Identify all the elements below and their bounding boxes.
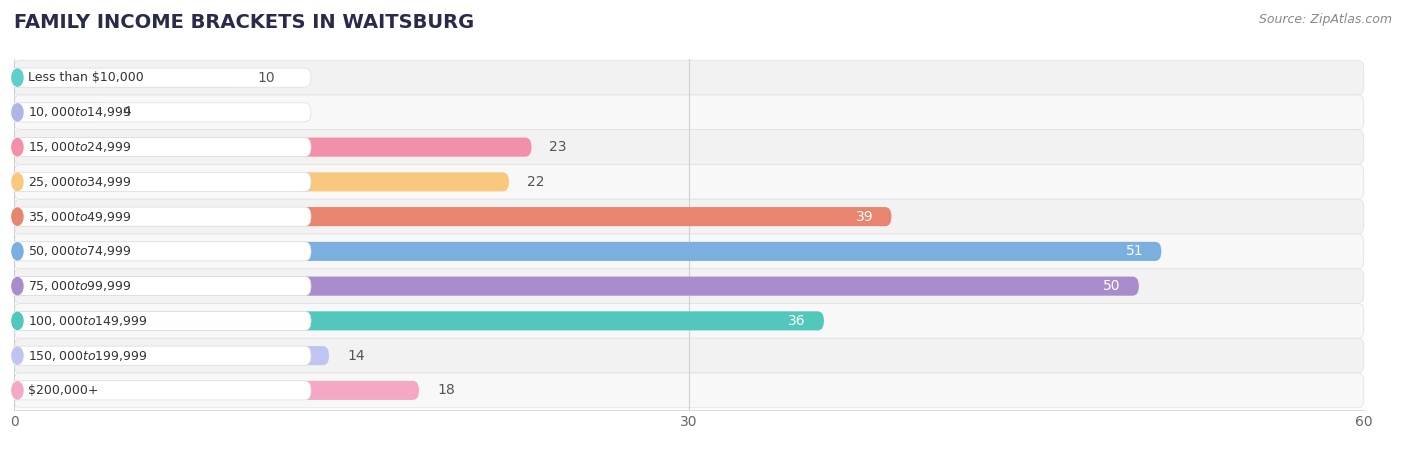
- Text: 22: 22: [527, 175, 544, 189]
- FancyBboxPatch shape: [14, 130, 1364, 165]
- FancyBboxPatch shape: [7, 68, 311, 87]
- FancyBboxPatch shape: [14, 172, 509, 191]
- Circle shape: [11, 243, 22, 260]
- FancyBboxPatch shape: [14, 95, 1364, 130]
- Text: 18: 18: [437, 383, 454, 397]
- FancyBboxPatch shape: [7, 207, 311, 226]
- Circle shape: [11, 382, 22, 399]
- Text: $75,000 to $99,999: $75,000 to $99,999: [28, 279, 131, 293]
- Text: 51: 51: [1126, 244, 1143, 258]
- FancyBboxPatch shape: [14, 103, 104, 122]
- FancyBboxPatch shape: [14, 199, 1364, 234]
- FancyBboxPatch shape: [7, 172, 311, 191]
- Text: $150,000 to $199,999: $150,000 to $199,999: [28, 349, 148, 363]
- FancyBboxPatch shape: [14, 207, 891, 226]
- Text: $25,000 to $34,999: $25,000 to $34,999: [28, 175, 131, 189]
- Text: $35,000 to $49,999: $35,000 to $49,999: [28, 210, 131, 224]
- FancyBboxPatch shape: [14, 381, 419, 400]
- FancyBboxPatch shape: [14, 242, 1161, 261]
- FancyBboxPatch shape: [14, 68, 239, 87]
- FancyBboxPatch shape: [7, 346, 311, 365]
- FancyBboxPatch shape: [7, 242, 311, 261]
- Text: 14: 14: [347, 349, 364, 363]
- Circle shape: [11, 104, 22, 121]
- FancyBboxPatch shape: [14, 338, 1364, 373]
- FancyBboxPatch shape: [14, 269, 1364, 303]
- Circle shape: [11, 312, 22, 329]
- Text: 23: 23: [550, 140, 567, 154]
- FancyBboxPatch shape: [14, 60, 1364, 95]
- FancyBboxPatch shape: [14, 373, 1364, 408]
- FancyBboxPatch shape: [14, 234, 1364, 269]
- Circle shape: [11, 139, 22, 156]
- Text: $15,000 to $24,999: $15,000 to $24,999: [28, 140, 131, 154]
- Circle shape: [11, 208, 22, 225]
- Text: $100,000 to $149,999: $100,000 to $149,999: [28, 314, 148, 328]
- Text: 39: 39: [856, 210, 873, 224]
- FancyBboxPatch shape: [7, 277, 311, 296]
- Circle shape: [11, 347, 22, 364]
- Circle shape: [11, 173, 22, 190]
- Circle shape: [11, 278, 22, 295]
- FancyBboxPatch shape: [14, 346, 329, 365]
- FancyBboxPatch shape: [14, 138, 531, 157]
- Circle shape: [11, 69, 22, 86]
- Text: 10: 10: [257, 71, 274, 85]
- FancyBboxPatch shape: [14, 277, 1139, 296]
- FancyBboxPatch shape: [7, 138, 311, 157]
- FancyBboxPatch shape: [7, 381, 311, 400]
- Text: $200,000+: $200,000+: [28, 384, 98, 397]
- Text: $10,000 to $14,999: $10,000 to $14,999: [28, 105, 131, 119]
- FancyBboxPatch shape: [14, 303, 1364, 338]
- Text: 36: 36: [789, 314, 806, 328]
- FancyBboxPatch shape: [14, 165, 1364, 199]
- FancyBboxPatch shape: [7, 311, 311, 330]
- Text: FAMILY INCOME BRACKETS IN WAITSBURG: FAMILY INCOME BRACKETS IN WAITSBURG: [14, 14, 474, 32]
- Text: Source: ZipAtlas.com: Source: ZipAtlas.com: [1258, 14, 1392, 27]
- Text: 50: 50: [1104, 279, 1121, 293]
- Text: 4: 4: [122, 105, 131, 119]
- FancyBboxPatch shape: [14, 311, 824, 330]
- Text: $50,000 to $74,999: $50,000 to $74,999: [28, 244, 131, 258]
- Text: Less than $10,000: Less than $10,000: [28, 71, 143, 84]
- FancyBboxPatch shape: [7, 103, 311, 122]
